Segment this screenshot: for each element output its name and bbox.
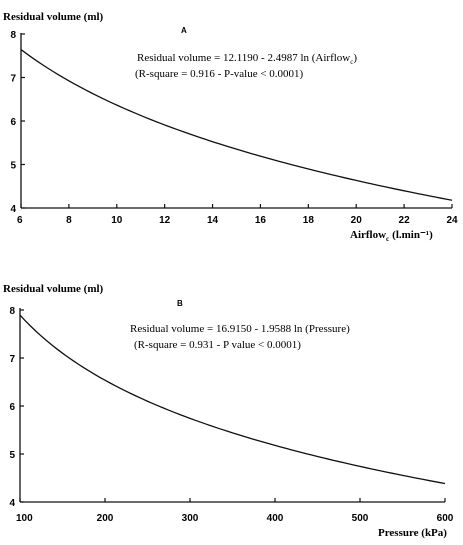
panel-a-y-tick-label: 8 (10, 30, 16, 41)
panel-b-stats: (R-square = 0.931 - P value < 0.0001) (134, 339, 301, 351)
panel-b-y-tick-label: 8 (9, 306, 15, 317)
panel-a-y-axis-title: Residual volume (ml) (3, 11, 104, 23)
panel-b-x-tick-label: 200 (97, 513, 114, 524)
panel-a-label: A (181, 26, 187, 35)
panel-b-x-ticks: 100 200 300 400 500 600 (16, 498, 454, 524)
panel-b-y-tick-label: 7 (9, 354, 15, 365)
panel-a-x-tick-label: 16 (255, 215, 267, 226)
panel-a-regression-curve (20, 49, 453, 201)
panel-b-label: B (177, 299, 183, 308)
panel-a-y-tick-label: 5 (10, 161, 16, 172)
panel-a-y-tick-label: 7 (10, 74, 16, 85)
panel-b-x-tick-label: 500 (352, 513, 369, 524)
panel-b-x-tick-label: 400 (267, 513, 284, 524)
panel-a-y-tick-label: 6 (10, 117, 16, 128)
panel-a-y-ticks: 4 5 6 7 8 (10, 30, 25, 215)
panel-a-stats: (R-square = 0.916 - P-value < 0.0001) (135, 68, 304, 80)
panel-a-x-tick-label: 10 (111, 215, 123, 226)
panel-a-equation-close: ) (353, 52, 357, 64)
panel-b-y-tick-label: 4 (9, 498, 15, 509)
panel-b-y-tick-label: 5 (9, 450, 15, 461)
panel-b-x-axis-title: Pressure (kPa) (378, 527, 447, 539)
panel-a-x-tick-label: 6 (17, 215, 23, 226)
panel-a-x-tick-label: 20 (351, 215, 363, 226)
panel-b-x-tick-label: 600 (437, 513, 454, 524)
panel-b-y-axis-title: Residual volume (ml) (3, 283, 104, 295)
panel-b: Residual volume (ml) B 4 5 6 7 8 100 200 300 40… (3, 283, 454, 539)
panel-b-regression-curve (19, 314, 446, 485)
panel-a-x-tick-label: 14 (207, 215, 219, 226)
panel-b-x-tick-label: 100 (16, 513, 33, 524)
panel-a-x-tick-label: 8 (66, 215, 72, 226)
panel-b-equation: Residual volume = 16.9150 - 1.9588 ln (P… (130, 323, 350, 335)
panel-b-x-tick-label: 300 (182, 513, 199, 524)
panel-a-x-axis-title-unit: (l.min⁻¹) (392, 229, 433, 241)
panel-a-x-tick-label: 24 (446, 215, 458, 226)
panel-a-x-tick-label: 22 (399, 215, 411, 226)
panel-a-equation: Residual volume = 12.1190 - 2.4987 ln (A… (137, 52, 357, 66)
panel-a: Residual volume (ml) A 4 5 6 7 8 6 8 10 12 14 16 1… (3, 11, 458, 243)
panel-a-equation-sub: c (350, 58, 353, 66)
panel-b-y-tick-label: 6 (9, 402, 15, 413)
panel-a-x-tick-label: 12 (159, 215, 171, 226)
panel-b-y-ticks: 4 5 6 7 8 (9, 306, 24, 509)
panel-a-x-axis-title: Airflowc (l.min⁻¹) (350, 229, 433, 243)
panel-a-x-ticks: 6 8 10 12 14 16 18 20 22 24 (17, 204, 458, 226)
panel-a-x-axis-title-main: Airflow (350, 229, 386, 241)
panel-a-equation-text: Residual volume = 12.1190 - 2.4987 ln (A… (137, 52, 350, 64)
panel-a-y-tick-label: 4 (10, 204, 16, 215)
panel-a-x-axis-title-sub: c (386, 235, 389, 243)
panel-a-x-tick-label: 18 (303, 215, 315, 226)
